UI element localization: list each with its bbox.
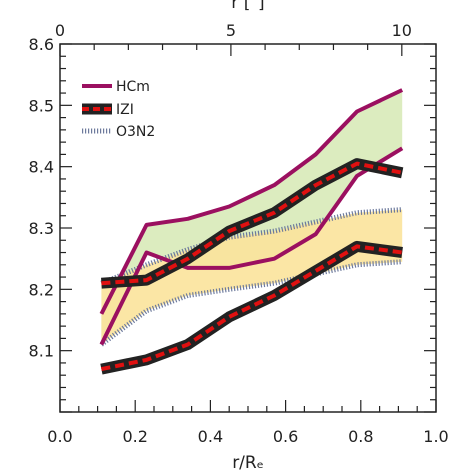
izi-upper-outline [101,158,404,289]
y-tick-label: 8.1 [29,342,54,361]
top-tick-label: 10 [392,21,412,40]
x-tick-label: 0.8 [348,427,373,446]
top-axis-title: r [′′] [231,0,264,13]
y-tick-label: 8.2 [29,280,54,299]
y-tick-label: 8.4 [29,158,54,177]
o3n2-lower-line [99,259,403,347]
y-tick-label: 8.5 [29,96,54,115]
hcm-lower-line [99,146,404,346]
axis-ticks [59,43,437,413]
x-tick-label: 0.2 [122,427,147,446]
o3n2-band [101,209,403,345]
legend: HCm IZI O3N2 [82,79,155,140]
y-tick-label: 8.6 [29,35,54,54]
top-tick-label: 0 [55,21,65,40]
x-tick-label: 0.4 [198,427,223,446]
x-tick-label: 1.0 [423,427,448,446]
o3n2-upper-line [100,207,403,286]
legend-label-hcm: HCm [116,79,150,95]
x-tick-label: 0.0 [47,427,72,446]
top-tick-label: 5 [226,21,236,40]
series-lines [99,88,404,375]
y-tick-label: 8.3 [29,219,54,238]
izi-lower-outline [100,240,403,375]
legend-label-o3n2: O3N2 [116,124,155,140]
legend-label-izi: IZI [116,102,134,118]
tick-labels: 0.0 0.2 0.4 0.6 0.8 1.0 8.1 8.2 8.3 8.4 8.5 8.60 5 10 [29,21,449,446]
x-tick-label: 0.6 [273,427,298,446]
x-axis-title: r/Rₑ [232,453,264,473]
hcm-upper-line [99,88,404,315]
